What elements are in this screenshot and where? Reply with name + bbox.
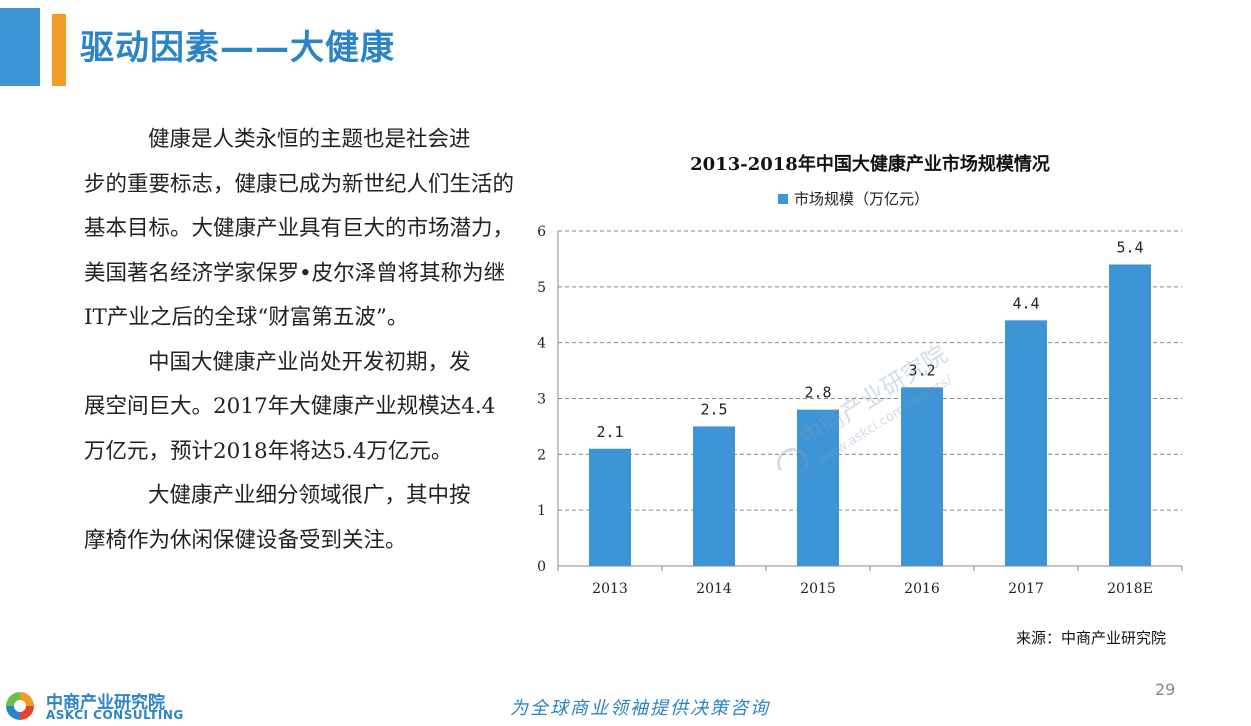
legend-swatch [778, 193, 788, 204]
data-label: 4.4 [1012, 294, 1039, 312]
legend-label: 市场规模（万亿元） [794, 190, 930, 208]
logo-cn: 中商产业研究院 [46, 693, 165, 713]
x-tick-label: 2016 [904, 581, 940, 597]
data-label: 5.4 [1116, 239, 1143, 257]
x-tick-label: 2013 [592, 581, 628, 597]
page-title: 驱动因素——大健康 [80, 28, 395, 68]
chart-title: 2013-2018年中国大健康产业市场规模情况 [690, 154, 1050, 175]
x-tick-label: 2018E [1107, 581, 1153, 597]
logo-icon [6, 692, 34, 720]
company-logo: 中商产业研究院 ASKCI CONSULTING [4, 688, 183, 724]
body-text: 健康是人类永恒的主题也是社会进 步的重要标志，健康已成为新世纪人们生活的基本目标… [84, 118, 514, 563]
paragraph-3-rest: 摩椅作为休闲保健设备受到关注。 [84, 527, 407, 553]
data-label: 2.5 [700, 400, 727, 418]
data-label: 2.8 [804, 384, 831, 402]
bar-chart: 0 1 2 3 4 5 6 2.1 2013 2.5 2014 2.8 2015 3.2 2016 4.4 20… [537, 224, 1183, 597]
bar [901, 387, 943, 566]
x-tick-label: 2017 [1008, 581, 1044, 597]
page-number: 29 [1155, 680, 1176, 699]
paragraph-2-first-line: 中国大健康产业尚处开发初期，发 [148, 349, 471, 375]
x-tick-label: 2014 [696, 581, 732, 597]
logo-en: ASKCI CONSULTING [46, 708, 184, 722]
title-accent-orange [52, 14, 66, 86]
data-label: 3.2 [908, 361, 935, 379]
data-label: 2.1 [596, 423, 623, 441]
paragraph-1-rest: 步的重要标志，健康已成为新世纪人们生活的基本目标。大健康产业具有巨大的市场潜力，… [84, 171, 515, 331]
y-tick-label: 6 [537, 224, 546, 240]
y-tick-label: 3 [537, 392, 546, 408]
source-note: 来源：中商产业研究院 [1016, 629, 1167, 647]
bar [589, 448, 631, 566]
paragraph-1-first-line: 健康是人类永恒的主题也是社会进 [148, 127, 471, 152]
y-tick-label: 0 [537, 559, 546, 575]
footer-slogan: 为全球商业领袖提供决策咨询 [510, 698, 770, 719]
y-tick-label: 2 [537, 447, 546, 463]
x-tick-label: 2015 [800, 581, 836, 597]
y-tick-label: 4 [537, 336, 546, 352]
title-accent-blue [0, 8, 40, 86]
paragraph-2-rest: 展空间巨大。2017年大健康产业规模达4.4万亿元，预计2018年将达5.4万亿… [84, 394, 496, 464]
bar [693, 426, 735, 566]
bar [1109, 264, 1151, 566]
bar [797, 409, 839, 566]
chart-legend: 市场规模（万亿元） [778, 188, 929, 209]
paragraph-3-first-line: 大健康产业细分领域很广，其中按 [148, 483, 471, 508]
y-tick-label: 5 [537, 280, 546, 296]
bar [1005, 320, 1047, 566]
y-tick-label: 1 [537, 503, 546, 519]
